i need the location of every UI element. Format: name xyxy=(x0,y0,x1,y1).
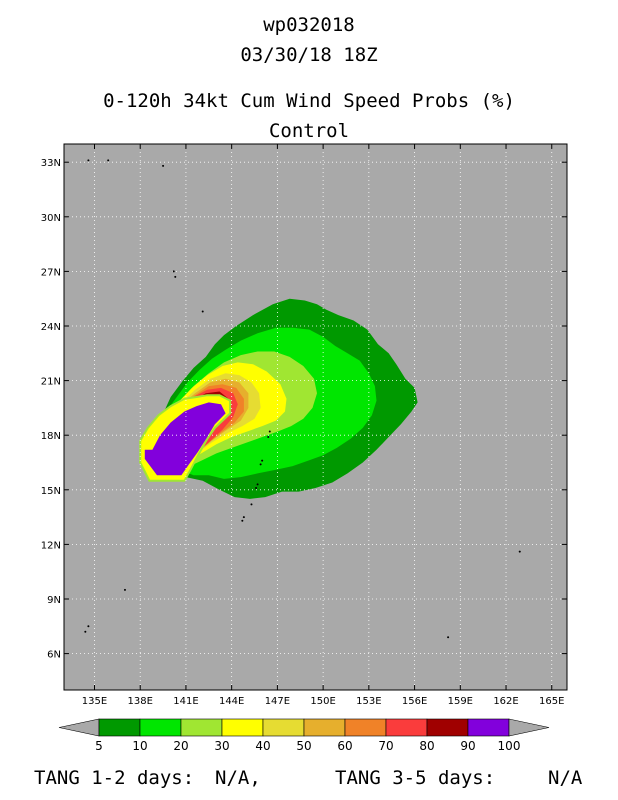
island-mark xyxy=(268,430,271,433)
y-tick-label: 30N xyxy=(41,213,61,224)
colorbar-swatch-10 xyxy=(139,718,182,737)
colorbar: 5 10 20 30 40 50 60 70 80 90 100 xyxy=(58,718,550,753)
island-mark xyxy=(267,436,270,439)
colorbar-label: 40 xyxy=(255,739,270,753)
colorbar-extend-high xyxy=(508,718,550,737)
x-tick-label: 144E xyxy=(219,696,244,707)
axis-layer: 135E 138E 141E 144E 147E 150E 153E 156E 159E 162E… xyxy=(41,144,567,707)
colorbar-label: 20 xyxy=(173,739,188,753)
grid-layer xyxy=(64,144,567,690)
colorbar-label: 30 xyxy=(214,739,229,753)
island-mark xyxy=(123,588,126,591)
colorbar-label: 80 xyxy=(419,739,434,753)
y-tick-label: 21N xyxy=(41,377,61,388)
island-mark xyxy=(84,630,87,633)
colorbar-swatch-70 xyxy=(385,718,428,737)
x-tick-label: 138E xyxy=(128,696,153,707)
colorbar-swatch-40 xyxy=(262,718,305,737)
colorbar-swatch-80 xyxy=(426,718,469,737)
x-tick-label: 150E xyxy=(310,696,335,707)
run-title: Control xyxy=(268,120,350,142)
island-mark xyxy=(242,516,245,519)
y-tick-label: 6N xyxy=(47,650,61,661)
island-mark xyxy=(241,519,244,522)
y-tick-label: 27N xyxy=(41,267,61,278)
colorbar-swatch-30 xyxy=(221,718,264,737)
island-mark xyxy=(201,310,204,313)
colorbar-label: 60 xyxy=(337,739,352,753)
colorbar-label: 70 xyxy=(378,739,393,753)
y-tick-label: 24N xyxy=(41,322,61,333)
colorbar-label: 5 xyxy=(95,739,103,753)
x-tick-label: 141E xyxy=(173,696,198,707)
contour-100-percent xyxy=(144,402,226,476)
x-tick-label: 147E xyxy=(265,696,290,707)
island-mark xyxy=(447,636,450,639)
colorbar-swatch-5 xyxy=(98,718,141,737)
island-mark xyxy=(162,164,165,167)
colorbar-swatch-20 xyxy=(180,718,223,737)
tang-3-5-label: TANG 3-5 days: xyxy=(335,767,496,789)
island-mark xyxy=(107,159,110,162)
x-tick-label: 156E xyxy=(402,696,427,707)
colorbar-swatch-50 xyxy=(303,718,346,737)
island-mark xyxy=(174,275,177,278)
island-mark xyxy=(87,159,90,162)
product-title: 0-120h 34kt Cum Wind Speed Probs (%) xyxy=(103,90,515,112)
x-tick-label: 153E xyxy=(356,696,381,707)
colorbar-label: 100 xyxy=(498,739,521,753)
island-mark xyxy=(172,270,175,273)
island-mark xyxy=(256,483,259,486)
tang-1-2-value: N/A, xyxy=(215,767,261,789)
tang-3-5-value: N/A xyxy=(548,767,583,789)
y-tick-label: 33N xyxy=(41,158,61,169)
y-tick-label: 15N xyxy=(41,486,61,497)
y-tick-label: 9N xyxy=(47,595,61,606)
land-layer xyxy=(84,159,521,639)
island-mark xyxy=(255,486,258,489)
island-mark xyxy=(518,550,521,553)
contour-layer xyxy=(139,298,418,499)
colorbar-swatch-60 xyxy=(344,718,387,737)
island-mark xyxy=(261,459,264,462)
x-tick-label: 162E xyxy=(493,696,518,707)
colorbar-extend-low xyxy=(58,718,100,737)
island-mark xyxy=(259,463,262,466)
colorbar-label: 10 xyxy=(132,739,147,753)
colorbar-label: 50 xyxy=(296,739,311,753)
y-tick-label: 12N xyxy=(41,540,61,551)
y-tick-label: 18N xyxy=(41,431,61,442)
storm-id-title: wp032018 xyxy=(263,14,355,36)
x-tick-label: 165E xyxy=(539,696,564,707)
island-mark xyxy=(250,503,253,506)
island-mark xyxy=(87,625,90,628)
plot-frame xyxy=(63,143,568,691)
tang-1-2-label: TANG 1-2 days: xyxy=(34,767,195,789)
x-tick-label: 159E xyxy=(448,696,473,707)
colorbar-swatch-90 xyxy=(467,718,510,737)
datetime-title: 03/30/18 18Z xyxy=(240,44,378,66)
colorbar-label: 90 xyxy=(460,739,475,753)
x-tick-label: 135E xyxy=(82,696,107,707)
